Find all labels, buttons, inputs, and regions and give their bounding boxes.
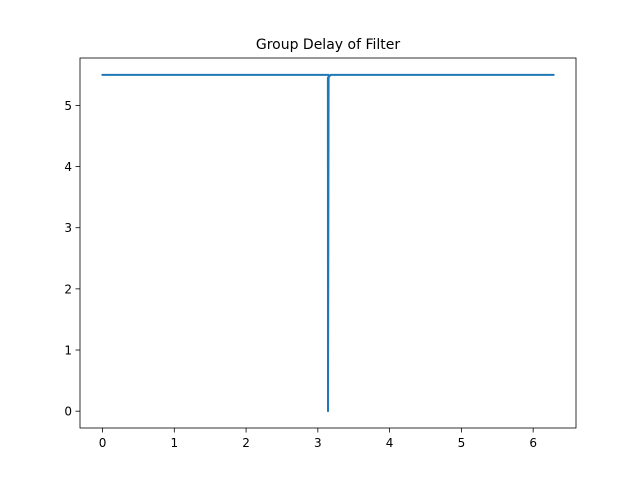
series-line-0	[101, 73, 555, 413]
y-tick-label: 5	[64, 99, 72, 113]
chart-title: Group Delay of Filter	[256, 37, 401, 53]
y-tick-label: 0	[64, 405, 72, 419]
y-tick-label: 1	[64, 344, 72, 358]
axes-frame	[79, 57, 577, 429]
y-axis-ticks: 0 1 2 3 4 5	[64, 99, 80, 419]
x-tick-label: 4	[386, 436, 394, 450]
x-tick-label: 3	[314, 436, 322, 450]
y-tick-label: 4	[64, 160, 72, 174]
x-tick-label: 1	[170, 436, 178, 450]
axes-layer	[79, 57, 577, 429]
x-tick-label: 6	[529, 436, 537, 450]
x-tick-label: 0	[99, 436, 107, 450]
x-tick-label: 5	[458, 436, 466, 450]
y-tick-label: 3	[64, 221, 72, 235]
x-tick-label: 2	[242, 436, 250, 450]
y-tick-label: 2	[64, 282, 72, 296]
x-axis-ticks: 0 1 2 3 4 5 6	[99, 428, 537, 450]
series-layer	[101, 73, 555, 413]
